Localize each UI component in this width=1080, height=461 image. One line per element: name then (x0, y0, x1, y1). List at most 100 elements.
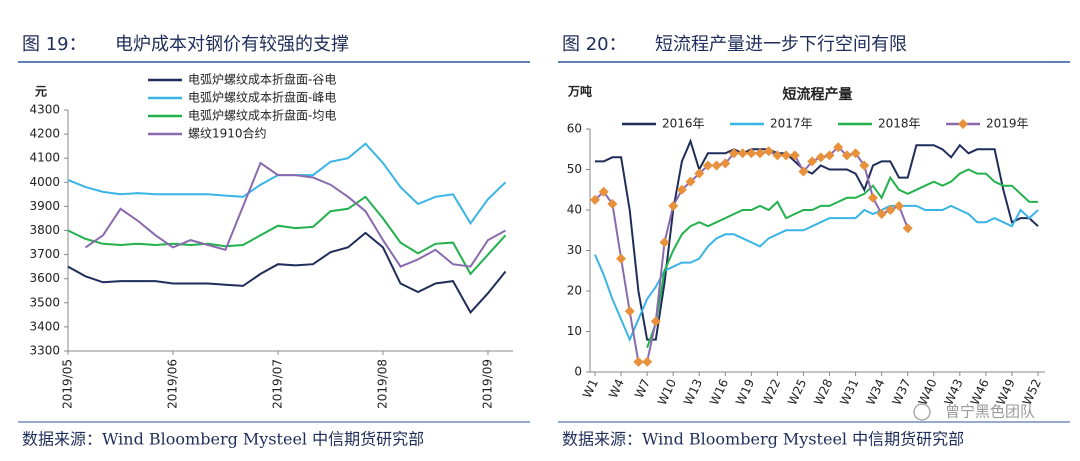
series-marker (789, 150, 800, 161)
series-line (594, 145, 909, 363)
y-tick-label: 60 (567, 122, 582, 136)
y-tick-label: 4100 (29, 151, 60, 165)
series-line (84, 161, 506, 268)
legend-label: 螺纹1910合约 (188, 126, 267, 141)
source: 数据来源：Wind Bloomberg Mysteel 中信期货研究部 (562, 430, 964, 449)
series-marker (659, 237, 670, 248)
series-marker (694, 168, 705, 179)
series-marker (894, 200, 905, 211)
y-axis-label: 万吨 (567, 84, 592, 99)
y-axis-label: 元 (35, 85, 47, 99)
series-marker (781, 150, 792, 161)
x-tick-label: W7 (632, 377, 653, 401)
series-marker (590, 194, 600, 205)
x-tick-label: W34 (863, 377, 887, 408)
x-tick-label: W28 (811, 377, 835, 408)
x-tick-label: W31 (837, 377, 861, 408)
y-tick-label: 20 (567, 284, 582, 298)
series-marker (685, 176, 696, 187)
x-tick-label: W52 (1020, 377, 1044, 408)
x-tick-label: 2019/05 (61, 359, 75, 409)
figure-caption: 电炉成本对钢价有较强的支撑 (115, 34, 349, 55)
legend-label: 2016年 (662, 117, 705, 131)
x-tick-label: W19 (733, 377, 757, 408)
series-line (594, 204, 1039, 343)
x-tick-label: W16 (707, 377, 731, 408)
series-line (646, 168, 1038, 349)
y-tick-label: 3700 (29, 247, 60, 261)
series-marker (850, 148, 861, 159)
legend-label: 2019年 (986, 117, 1029, 131)
legend-label: 2017年 (770, 117, 813, 131)
series-marker (624, 306, 635, 317)
series-marker (841, 150, 852, 161)
series-marker (702, 160, 713, 171)
watermark-icon (913, 403, 931, 421)
series-marker (755, 148, 766, 159)
y-tick-label: 50 (567, 162, 582, 176)
y-tick-label: 40 (567, 203, 582, 217)
series-line (67, 231, 507, 315)
series-marker (902, 223, 913, 234)
series-marker (607, 198, 618, 209)
legend-marker (958, 119, 968, 129)
series-marker (737, 148, 748, 159)
series-marker (676, 184, 687, 195)
y-tick-label: 30 (567, 243, 582, 257)
series-marker (616, 253, 627, 264)
x-tick-label: 2019/09 (481, 359, 495, 409)
figure-caption: 短流程产量进一步下行空间有限 (655, 34, 907, 55)
y-tick-label: 4000 (29, 175, 60, 189)
x-tick-label: W22 (759, 377, 783, 408)
series-marker (763, 146, 774, 157)
legend-label: 电弧炉螺纹成本折盘面-峰电 (188, 90, 336, 105)
series-marker (867, 192, 878, 203)
x-tick-label: W10 (655, 377, 679, 408)
y-tick-label: 3600 (29, 271, 60, 285)
x-tick-label: W13 (681, 377, 705, 408)
series-marker (650, 316, 661, 327)
x-tick-label: W25 (785, 377, 809, 408)
series-marker (807, 156, 818, 167)
series-marker (859, 160, 870, 171)
figure-label: 图 19： (22, 34, 87, 55)
x-tick-label: W1 (580, 377, 601, 401)
series-marker (711, 160, 722, 171)
series-marker (668, 200, 679, 211)
series-marker (824, 150, 835, 161)
series-marker (798, 166, 809, 177)
figure-label: 图 20： (562, 34, 627, 55)
x-tick-label: W4 (606, 377, 627, 401)
x-tick-label: 2019/06 (166, 359, 180, 409)
series-marker (833, 142, 844, 153)
y-tick-label: 3500 (29, 295, 60, 309)
legend-label: 电弧炉螺纹成本折盘面-谷电 (188, 72, 336, 87)
y-tick-label: 0 (574, 365, 582, 379)
x-tick-label: 2019/08 (376, 359, 390, 409)
series-marker (728, 148, 739, 159)
series-line (595, 138, 1039, 341)
y-tick-label: 4300 (29, 103, 60, 117)
series-marker (746, 148, 757, 159)
series-marker (720, 158, 731, 169)
series-marker (876, 209, 887, 220)
y-tick-label: 3300 (29, 344, 60, 358)
series-marker (633, 356, 644, 367)
y-tick-label: 4200 (29, 127, 60, 141)
series-marker (815, 152, 826, 163)
y-tick-label: 3800 (29, 223, 60, 237)
chart-title: 短流程产量 (783, 86, 853, 103)
watermark: 曾宁黑色团队 (945, 403, 1035, 421)
series-marker (642, 356, 653, 367)
x-tick-label: W37 (889, 377, 913, 408)
series-marker (885, 205, 896, 215)
legend-label: 电弧炉螺纹成本折盘面-均电 (188, 108, 336, 123)
source: 数据来源：Wind Bloomberg Mysteel 中信期货研究部 (22, 430, 424, 449)
series-marker (598, 186, 609, 197)
y-tick-label: 10 (567, 324, 582, 338)
series-marker (772, 150, 783, 161)
series-line (67, 195, 507, 276)
x-tick-label: 2019/07 (271, 359, 285, 409)
y-tick-label: 3400 (29, 319, 60, 333)
